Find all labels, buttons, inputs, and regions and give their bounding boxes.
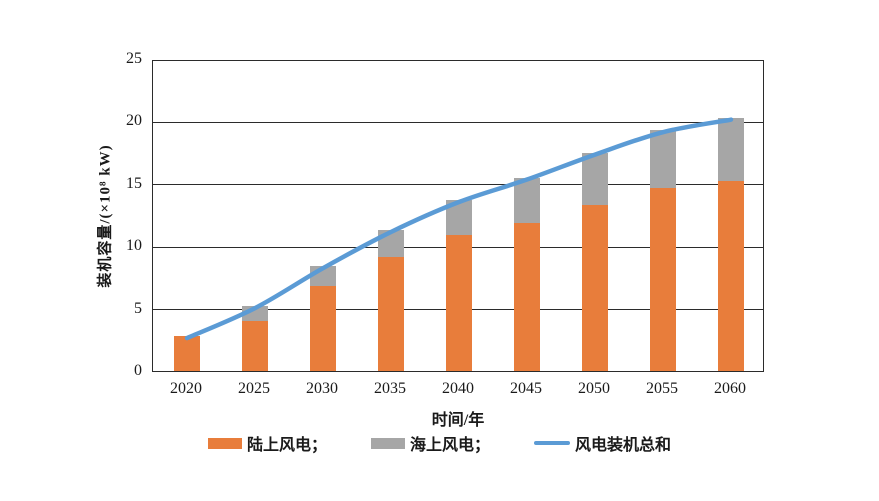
x-tick-label-2060: 2060 [714,380,746,397]
legend-swatch-rect-0 [207,437,242,449]
bar-onshore-2060 [718,181,744,371]
bar-onshore-2055 [650,187,676,371]
bar-offshore-2060 [718,117,744,182]
legend-swatch-line-2 [534,440,570,446]
x-tick-label-2035: 2035 [374,380,406,397]
plot-area [152,60,764,372]
bar-onshore-2050 [582,205,608,371]
y-tick-label-0: 0 [134,362,142,379]
y-tick-label-10: 10 [126,237,142,255]
legend-item-1: 海上风电； [370,431,490,455]
x-tick-label-2030: 2030 [306,380,338,397]
legend-item-2: 风电装机总和 [534,431,671,455]
total-line [184,117,734,341]
bar-onshore-2030 [310,286,336,371]
x-axis-tick-labels: 2020 2025 2030 2035 2040 2045 2050 2055 2060 [152,380,764,400]
bar-onshore-2035 [378,257,404,371]
bar-offshore-2045 [514,177,540,223]
legend-label-0: 陆上风电； [246,437,327,454]
bar-offshore-2050 [582,152,608,206]
bar-onshore-2045 [514,222,540,371]
y-tick-label-25: 25 [126,50,142,67]
x-tick-label-2050: 2050 [578,380,610,397]
bar-offshore-2055 [650,130,676,188]
x-axis-title: 时间/年 [431,412,485,429]
gridline-15 [153,184,763,186]
y-tick-label-15: 15 [126,174,142,192]
gridline-20 [153,121,763,123]
legend-label-1: 海上风电； [409,437,490,454]
legend-item-0: 陆上风电； [207,431,327,455]
x-tick-label-2045: 2045 [510,380,542,397]
y-tick-label-20: 20 [126,112,142,130]
bar-onshore-2020 [174,336,200,371]
x-tick-label-2040: 2040 [442,380,474,397]
y-axis-tick-labels: 0 5 10 15 20 25 [98,50,142,379]
x-tick-label-2020: 2020 [170,380,202,397]
x-tick-label-2055: 2055 [646,380,678,397]
bar-onshore-2025 [242,321,268,371]
legend-swatch-rect-1 [370,437,405,449]
legend: 陆上风电； 海上风电； 风电装机总和 [0,431,879,455]
bar-onshore-2040 [446,234,472,371]
y-tick-label-5: 5 [134,299,142,317]
legend-label-2: 风电装机总和 [575,437,672,454]
x-tick-label-2025: 2025 [238,380,270,397]
total-line-layer [184,117,734,341]
